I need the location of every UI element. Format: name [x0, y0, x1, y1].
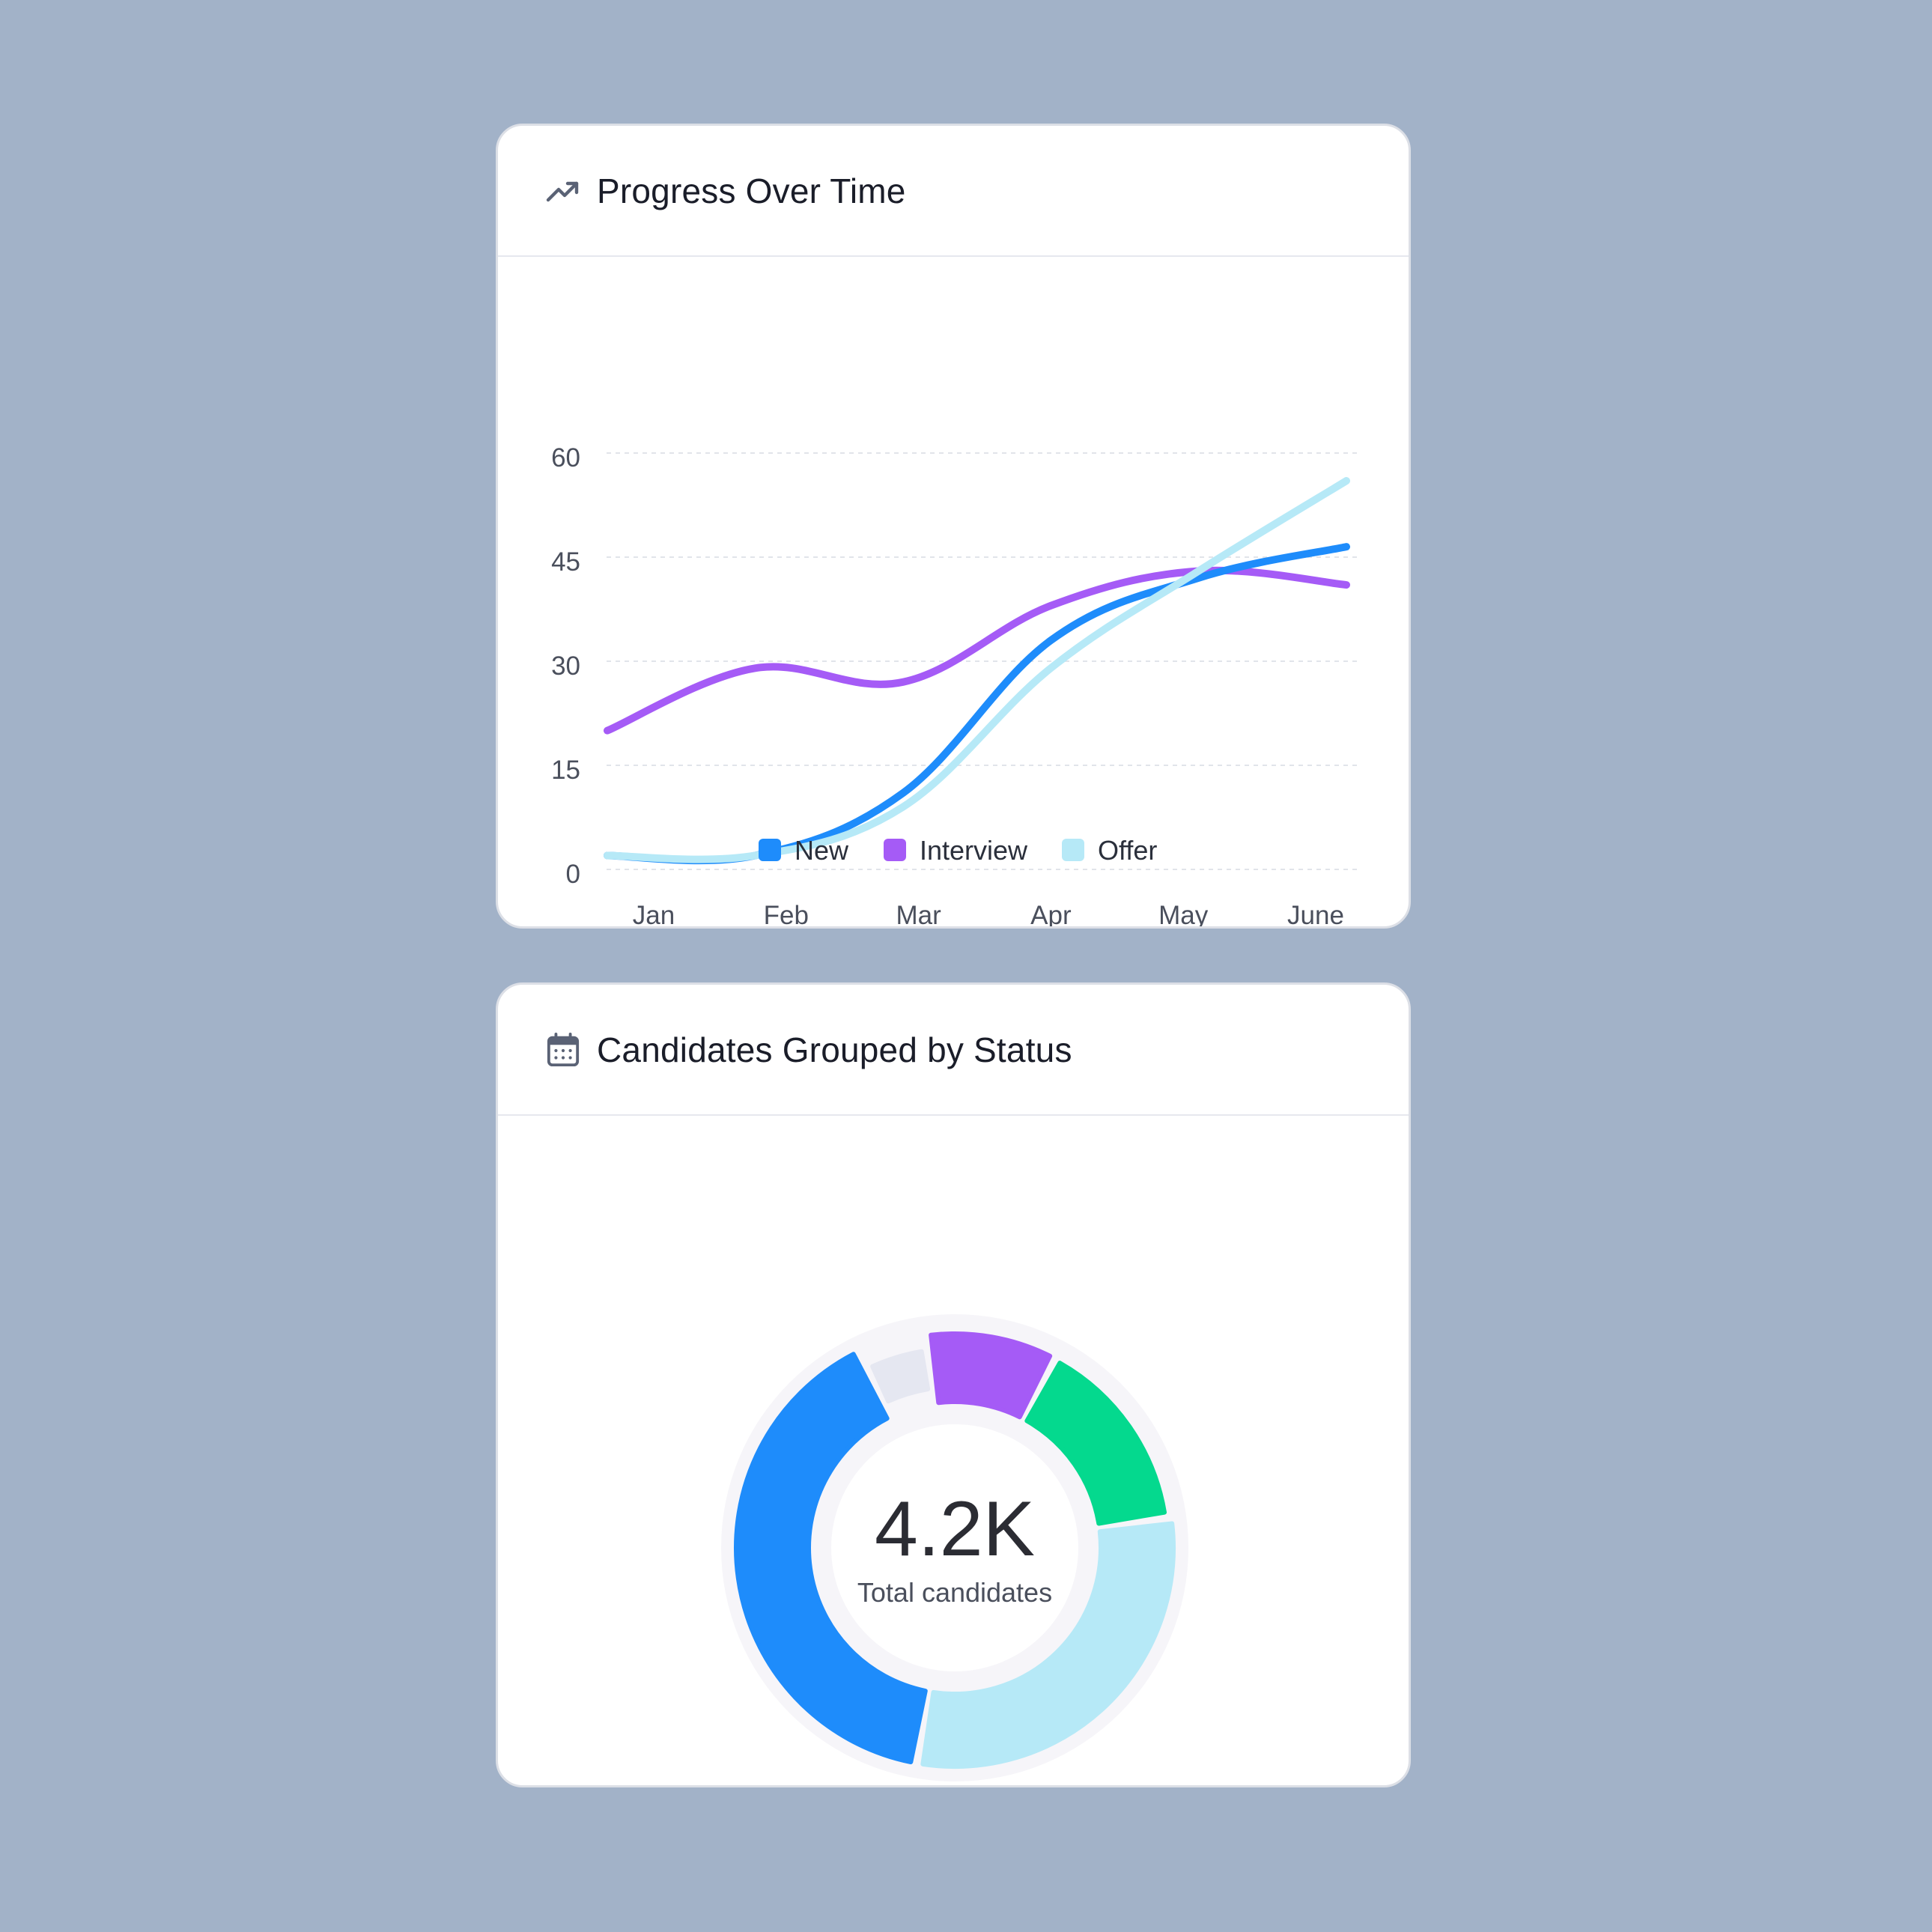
calendar-icon	[544, 1031, 582, 1069]
progress-card-header: Progress Over Time	[498, 126, 1409, 257]
status-card-header: Candidates Grouped by Status	[498, 985, 1409, 1116]
progress-card-title: Progress Over Time	[597, 171, 906, 210]
series-line-interview	[604, 566, 1350, 735]
series-line-offer	[604, 477, 1350, 863]
status-card-title: Candidates Grouped by Status	[597, 1030, 1072, 1069]
y-tick-label: 30	[551, 651, 580, 681]
donut-slice-new	[734, 1352, 928, 1765]
donut-slice-other	[870, 1349, 931, 1404]
y-tick-label: 0	[566, 860, 580, 889]
x-tick-label: Mar	[896, 901, 941, 926]
legend-label: Offer	[1098, 835, 1157, 866]
y-tick-label: 45	[551, 547, 580, 577]
legend-item-interview: Interview	[884, 835, 1028, 866]
x-tick-label: June	[1287, 901, 1344, 926]
donut-slice-interviewed	[1024, 1361, 1167, 1526]
trending-up-icon	[544, 172, 582, 210]
donut-slice-offer	[929, 1331, 1053, 1420]
y-tick-label: 60	[551, 443, 580, 473]
donut-slice-in-review	[920, 1521, 1176, 1769]
legend-label: Interview	[920, 835, 1028, 866]
x-tick-label: Apr	[1030, 901, 1072, 926]
donut-center	[831, 1424, 1078, 1671]
total-candidates-value: 4.2K	[875, 1486, 1035, 1573]
progress-line-chart: 0 15 30 45 60 Jan Feb Mar Apr May June New Interview…	[551, 443, 1361, 926]
series-line-new	[604, 543, 1350, 865]
status-card: Candidates Grouped by Status 4.2K Total c…	[496, 982, 1411, 1787]
x-tick-label: Jan	[633, 901, 675, 926]
legend-item-offer: Offer	[1062, 835, 1157, 866]
legend-swatch	[884, 839, 906, 861]
legend-swatch	[1062, 839, 1084, 861]
legend-swatch	[759, 839, 781, 861]
progress-card: Progress Over Time 0 15 30 45 60 Jan Feb Mar Apr…	[496, 124, 1411, 929]
legend-item-new: New	[759, 835, 849, 866]
legend-label: New	[795, 835, 849, 866]
x-tick-label: May	[1158, 901, 1209, 926]
total-candidates-label: Total candidates	[857, 1577, 1052, 1608]
x-tick-label: Feb	[764, 901, 809, 926]
y-tick-label: 15	[551, 756, 580, 785]
